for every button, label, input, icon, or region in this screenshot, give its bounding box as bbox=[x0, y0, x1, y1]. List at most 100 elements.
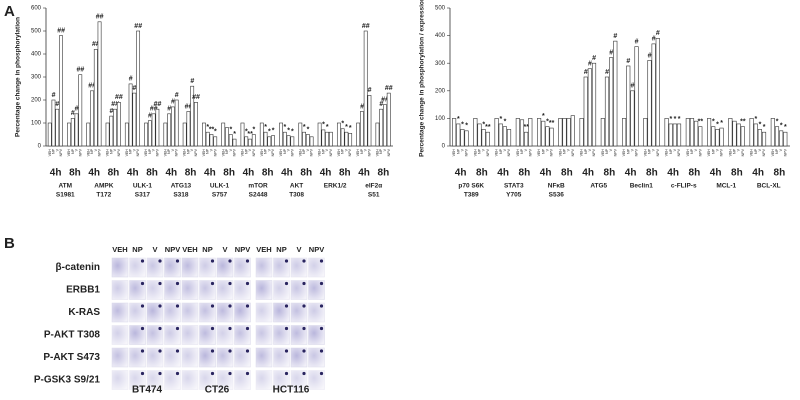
significance-mark: * bbox=[504, 119, 507, 126]
bar bbox=[302, 131, 306, 147]
condition-label: V bbox=[482, 148, 486, 151]
blot-spot bbox=[284, 349, 289, 353]
significance-mark: # bbox=[648, 52, 652, 59]
row-label: β-catenin bbox=[56, 262, 100, 273]
bar bbox=[698, 126, 703, 147]
blot-cell bbox=[216, 257, 234, 278]
bar bbox=[363, 30, 368, 147]
blot-spot bbox=[210, 281, 215, 286]
y-tick-label: 500 bbox=[31, 29, 42, 35]
category-label: S1981 bbox=[56, 192, 75, 199]
condition-label: V bbox=[779, 148, 783, 151]
condition-label: V bbox=[737, 148, 741, 151]
significance-mark: ## bbox=[381, 96, 389, 103]
condition-label: VEH bbox=[558, 149, 562, 157]
blot-spot bbox=[245, 281, 250, 286]
time-label: 4h bbox=[320, 168, 332, 179]
significance-mark: # bbox=[129, 76, 133, 83]
y-tick-label: 500 bbox=[435, 6, 446, 12]
bar bbox=[626, 65, 631, 147]
blot-cell bbox=[164, 325, 181, 345]
significance-mark: ** bbox=[485, 124, 491, 131]
condition-label: VEH bbox=[375, 149, 379, 157]
condition-label: NP bbox=[584, 148, 588, 154]
y-tick-label: 300 bbox=[31, 75, 42, 81]
significance-mark: * bbox=[303, 124, 306, 131]
condition-label: VEH bbox=[221, 149, 225, 157]
condition-label: V bbox=[673, 148, 677, 151]
bar bbox=[97, 21, 102, 147]
blot-cell bbox=[308, 280, 325, 300]
condition-label: NP bbox=[754, 148, 758, 154]
condition-label: VEH bbox=[144, 149, 148, 157]
significance-mark: * bbox=[712, 119, 715, 126]
blot-cell bbox=[199, 370, 216, 390]
condition-label: VEH bbox=[537, 149, 541, 157]
significance-mark: * bbox=[291, 129, 294, 136]
bar bbox=[186, 111, 191, 147]
bar bbox=[147, 120, 152, 147]
significance-mark: * bbox=[763, 124, 766, 131]
significance-mark: * bbox=[482, 121, 485, 128]
bar bbox=[566, 118, 571, 147]
bar bbox=[630, 90, 635, 147]
category-label: S2448 bbox=[249, 192, 268, 199]
category-label: c-FLIP-s bbox=[671, 183, 697, 190]
time-label: 4h bbox=[582, 168, 594, 179]
condition-label: V bbox=[287, 148, 291, 151]
significance-mark: ** bbox=[549, 120, 555, 127]
blot-spot bbox=[175, 349, 180, 353]
condition-label: NPV bbox=[465, 148, 469, 156]
significance-mark: # bbox=[175, 92, 179, 99]
condition-label: NPV bbox=[155, 148, 159, 156]
bar bbox=[779, 130, 784, 147]
y-tick-label: 400 bbox=[435, 33, 446, 39]
condition-label: NP bbox=[71, 148, 75, 154]
significance-mark: # bbox=[584, 69, 588, 76]
y-tick-label: 300 bbox=[435, 61, 446, 67]
bar bbox=[473, 118, 478, 147]
bar bbox=[232, 138, 237, 147]
blot-cell bbox=[290, 302, 308, 323]
bar bbox=[209, 134, 214, 147]
condition-label: NPV bbox=[117, 148, 121, 156]
time-label: 8h bbox=[519, 168, 531, 179]
significance-mark: * bbox=[233, 131, 236, 138]
condition-label: NP bbox=[733, 148, 737, 154]
condition-label: NPV bbox=[213, 148, 217, 156]
time-label: 8h bbox=[646, 168, 658, 179]
bar bbox=[225, 127, 229, 147]
bar bbox=[360, 111, 364, 147]
condition-label: NPV bbox=[720, 148, 724, 156]
bar bbox=[753, 123, 758, 147]
bar bbox=[736, 123, 741, 147]
condition-label: V bbox=[715, 148, 719, 151]
bar bbox=[286, 135, 291, 147]
blot-spot bbox=[158, 281, 162, 286]
blot-cell bbox=[273, 257, 290, 278]
significance-mark: ## bbox=[154, 101, 162, 108]
condition-label: NPV bbox=[571, 148, 575, 156]
bar bbox=[155, 108, 160, 147]
condition-label: VEH bbox=[260, 149, 264, 157]
column-label: NP bbox=[276, 245, 286, 254]
condition-label: V bbox=[567, 148, 571, 151]
bar bbox=[279, 122, 283, 147]
bar bbox=[182, 122, 187, 147]
blot-spot bbox=[175, 371, 180, 376]
significance-mark: ** bbox=[524, 124, 530, 131]
significance-mark: * bbox=[669, 116, 672, 123]
blot-cell bbox=[111, 370, 129, 390]
bar bbox=[55, 108, 60, 147]
blot-spot bbox=[245, 349, 250, 353]
condition-label: NP bbox=[379, 148, 383, 154]
blot-cell bbox=[234, 257, 251, 278]
blot-spot bbox=[319, 304, 324, 308]
column-label: V bbox=[152, 245, 157, 254]
blot-spot bbox=[140, 349, 145, 353]
bar bbox=[715, 129, 720, 147]
significance-mark: * bbox=[754, 116, 757, 123]
time-label: 4h bbox=[710, 168, 722, 179]
time-label: 4h bbox=[497, 168, 509, 179]
condition-label: NPV bbox=[698, 148, 702, 156]
